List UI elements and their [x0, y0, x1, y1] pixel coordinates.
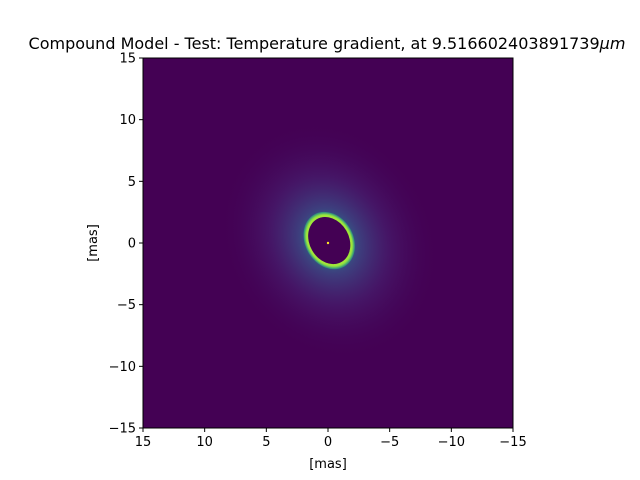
y-tick-label: 15: [119, 52, 136, 67]
x-tick-label: 15: [135, 435, 152, 450]
x-tick-label: −5: [380, 435, 399, 450]
y-tick-label: 10: [119, 113, 136, 128]
x-tick-label: 0: [324, 435, 332, 450]
heatmap-features: [219, 121, 439, 360]
x-tick-label: 5: [262, 435, 270, 450]
x-tick-label: 10: [196, 435, 213, 450]
y-axis-label: [mas]: [86, 224, 101, 262]
y-tick-label: −10: [109, 360, 136, 375]
chart-title: Compound Model - Test: Temperature gradi…: [29, 34, 626, 53]
x-axis-label: [mas]: [309, 457, 347, 472]
inner-cavity: [308, 217, 351, 265]
y-tick-label: −15: [109, 422, 136, 437]
y-tick-label: 5: [128, 175, 136, 190]
x-axis-ticks: 15 10 5 0 −5 −10 −15: [135, 428, 527, 450]
y-tick-label: −5: [117, 298, 136, 313]
x-tick-label: −15: [499, 435, 526, 450]
x-tick-label: −10: [438, 435, 465, 450]
heatmap-plot-area: [143, 58, 513, 428]
y-tick-label: 0: [128, 237, 136, 252]
y-axis-ticks: 15 10 5 0 −5 −10 −15: [109, 52, 143, 437]
central-point-source: [326, 241, 330, 245]
rim-edge: [306, 214, 353, 267]
